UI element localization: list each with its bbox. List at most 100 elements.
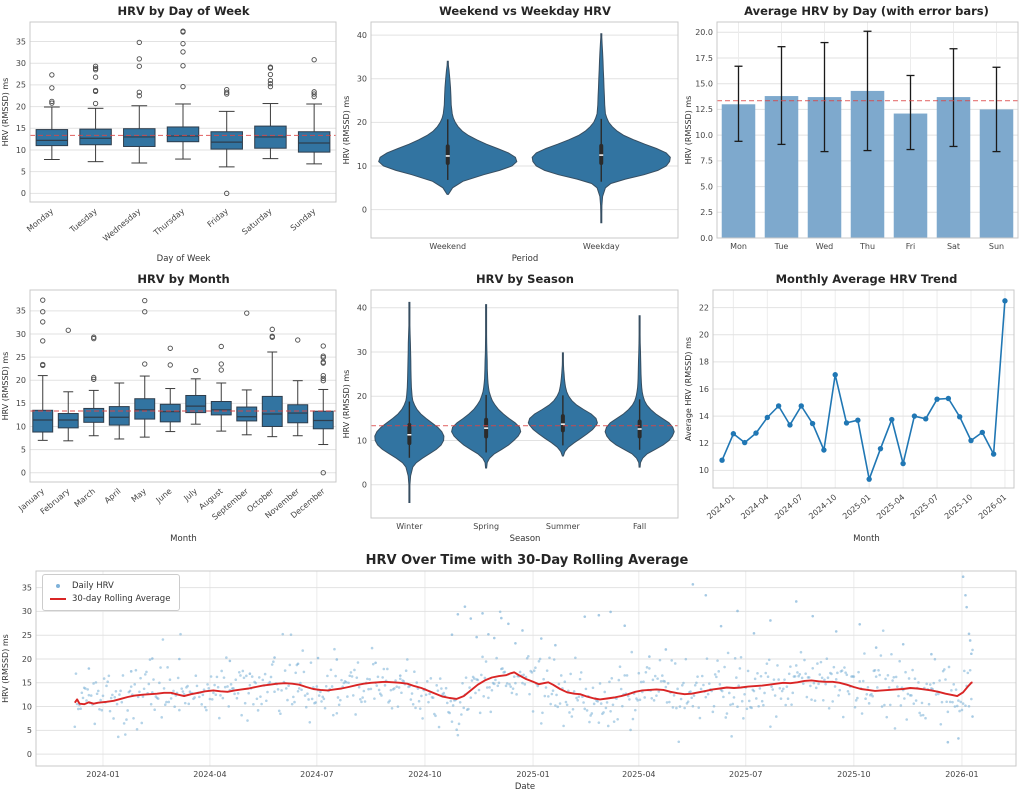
- svg-text:Sunday: Sunday: [289, 206, 318, 232]
- svg-text:12: 12: [699, 439, 709, 448]
- svg-text:2024-07: 2024-07: [300, 770, 333, 779]
- svg-text:40: 40: [357, 31, 367, 40]
- svg-text:Fri: Fri: [906, 242, 916, 251]
- svg-text:2024-10: 2024-10: [408, 770, 441, 779]
- x-axis-label: Day of Week: [156, 254, 211, 264]
- plot-region: 0 10 20 30 40 HRV (RMSSD) ms Winter Spring Summe…: [341, 286, 683, 534]
- svg-text:22: 22: [699, 303, 709, 312]
- plot-region: 0 10 20 30 40 HRV (RMSSD) ms Weekend Weekday: [341, 18, 683, 254]
- panel-time-series: HRV Over Time with 30-Day Rolling Averag…: [0, 548, 1024, 796]
- svg-text:HRV (RMSSD) ms: HRV (RMSSD) ms: [1, 352, 10, 421]
- svg-text:15: 15: [22, 679, 32, 688]
- plot-region: 10 12 14 16 18 20 22 Average HRV (RMSSD) ms 2024…: [683, 286, 1024, 534]
- svg-text:Weekday: Weekday: [583, 242, 620, 251]
- svg-text:Tue: Tue: [774, 242, 789, 251]
- svg-text:12.5: 12.5: [695, 105, 713, 114]
- svg-text:15.0: 15.0: [695, 80, 713, 89]
- panel-avg-by-day-bars: Average HRV by Day (with error bars) 0.0…: [683, 0, 1024, 268]
- svg-text:2026-01: 2026-01: [945, 770, 978, 779]
- panel-season-violin: HRV by Season 0 10 20 30 40 HRV (RMSSD) ms Win…: [341, 268, 683, 548]
- chart-title: HRV by Month: [137, 272, 230, 286]
- plot-region: 0 5 10 15 20 25 30 35 HRV (RMSSD) ms Monday Tuesda…: [0, 18, 341, 254]
- svg-text:30: 30: [16, 330, 26, 339]
- svg-text:Mon: Mon: [730, 242, 747, 251]
- svg-text:July: July: [181, 486, 199, 503]
- svg-text:HRV (RMSSD) ms: HRV (RMSSD) ms: [1, 634, 10, 703]
- chart-title: HRV by Season: [476, 272, 574, 286]
- svg-text:Weekend: Weekend: [429, 242, 466, 251]
- x-axis-label: Month: [170, 534, 197, 544]
- svg-text:16: 16: [699, 385, 709, 394]
- barchart-avg-by-day: 0.0 2.5 5.0 7.5 10.0 12.5 15.0 17.5 20.0 HRV (RMS…: [683, 18, 1024, 254]
- svg-text:5.0: 5.0: [700, 182, 713, 191]
- svg-text:June: June: [154, 487, 174, 506]
- scatter-marker-icon: [56, 583, 60, 588]
- svg-text:20: 20: [16, 376, 26, 385]
- svg-text:17.5: 17.5: [695, 54, 713, 63]
- svg-text:0.0: 0.0: [700, 234, 713, 243]
- svg-text:0: 0: [362, 481, 367, 490]
- legend: Daily HRV 30-day Rolling Average: [42, 574, 181, 611]
- svg-text:20: 20: [357, 392, 367, 401]
- svg-text:May: May: [130, 486, 149, 504]
- svg-text:10: 10: [22, 702, 32, 711]
- svg-text:10: 10: [699, 466, 709, 475]
- svg-text:35: 35: [22, 583, 32, 592]
- panel-month-box: HRV by Month 0 5 10 15 20 25 30 35 HRV (RMSSD) m…: [0, 268, 341, 548]
- svg-text:0: 0: [21, 189, 26, 198]
- svg-text:Spring: Spring: [473, 522, 499, 531]
- svg-text:Wed: Wed: [816, 242, 833, 251]
- svg-text:30: 30: [22, 607, 32, 616]
- svg-text:30: 30: [357, 75, 367, 84]
- svg-text:March: March: [73, 487, 97, 510]
- panel-weekend-weekday-violin: Weekend vs Weekday HRV 0 10 20 30 40 HRV (RMS…: [341, 0, 683, 268]
- svg-text:35: 35: [16, 307, 26, 316]
- svg-text:10: 10: [16, 146, 26, 155]
- linechart-monthly-trend: 10 12 14 16 18 20 22 Average HRV (RMSSD) ms 2024…: [683, 286, 1024, 534]
- svg-text:2026-01: 2026-01: [977, 493, 1008, 521]
- chart-title: Weekend vs Weekday HRV: [439, 4, 611, 18]
- svg-text:Winter: Winter: [396, 522, 423, 531]
- plot-region: 0 5 10 15 20 25 30 35 HRV (RMSSD) ms January Febru…: [0, 286, 341, 534]
- svg-text:20: 20: [699, 331, 709, 340]
- legend-entry-rolling-average: 30-day Rolling Average: [50, 592, 170, 605]
- svg-text:5: 5: [21, 167, 26, 176]
- svg-text:2024-01: 2024-01: [86, 770, 119, 779]
- svg-text:20: 20: [22, 655, 32, 664]
- violin-weekend-weekday: 0 10 20 30 40 HRV (RMSSD) ms Weekend Weekday: [341, 18, 683, 254]
- svg-text:HRV (RMSSD) ms: HRV (RMSSD) ms: [342, 96, 351, 165]
- svg-text:2024-04: 2024-04: [193, 770, 226, 779]
- svg-text:30: 30: [16, 59, 26, 68]
- svg-text:20: 20: [16, 102, 26, 111]
- boxplot-month: 0 5 10 15 20 25 30 35 HRV (RMSSD) ms January Febru…: [0, 286, 341, 534]
- svg-text:2025-10: 2025-10: [943, 493, 974, 521]
- svg-text:Thursday: Thursday: [151, 206, 186, 238]
- svg-text:14: 14: [699, 412, 709, 421]
- svg-text:2025-10: 2025-10: [837, 770, 870, 779]
- boxplot-day-of-week: 0 5 10 15 20 25 30 35 HRV (RMSSD) ms Monday Tuesda…: [0, 18, 341, 254]
- svg-text:Fall: Fall: [633, 522, 646, 531]
- svg-text:2.5: 2.5: [700, 208, 713, 217]
- svg-text:25: 25: [16, 81, 26, 90]
- plot-region: Daily HRV 30-day Rolling Average 0 5 10 15 2…: [0, 567, 1024, 782]
- chart-title: HRV by Day of Week: [117, 4, 250, 18]
- svg-text:Average HRV (RMSSD) ms: Average HRV (RMSSD) ms: [684, 337, 693, 441]
- x-axis-label: [683, 254, 1024, 268]
- svg-text:2025-04: 2025-04: [875, 493, 906, 521]
- svg-text:HRV (RMSSD) ms: HRV (RMSSD) ms: [1, 78, 10, 147]
- x-axis-label: Date: [514, 782, 536, 792]
- svg-text:Friday: Friday: [206, 206, 231, 229]
- svg-text:20: 20: [357, 118, 367, 127]
- svg-text:April: April: [103, 487, 123, 506]
- svg-text:15: 15: [16, 124, 26, 133]
- svg-text:10: 10: [357, 162, 367, 171]
- legend-label: Daily HRV: [72, 580, 114, 591]
- timeseries-hrv-over-time: 0 5 10 15 20 25 30 35 HRV (RMSSD) ms 2024-01 2024-…: [0, 567, 1024, 782]
- svg-text:2025-07: 2025-07: [909, 493, 940, 521]
- panel-day-of-week-box: HRV by Day of Week 0 5 10 15 20 25 30 35 HRV (RM…: [0, 0, 341, 268]
- legend-label: 30-day Rolling Average: [72, 593, 171, 604]
- svg-text:2024-01: 2024-01: [705, 493, 736, 521]
- svg-text:2024-04: 2024-04: [739, 493, 770, 521]
- svg-text:Wednesday: Wednesday: [101, 206, 142, 243]
